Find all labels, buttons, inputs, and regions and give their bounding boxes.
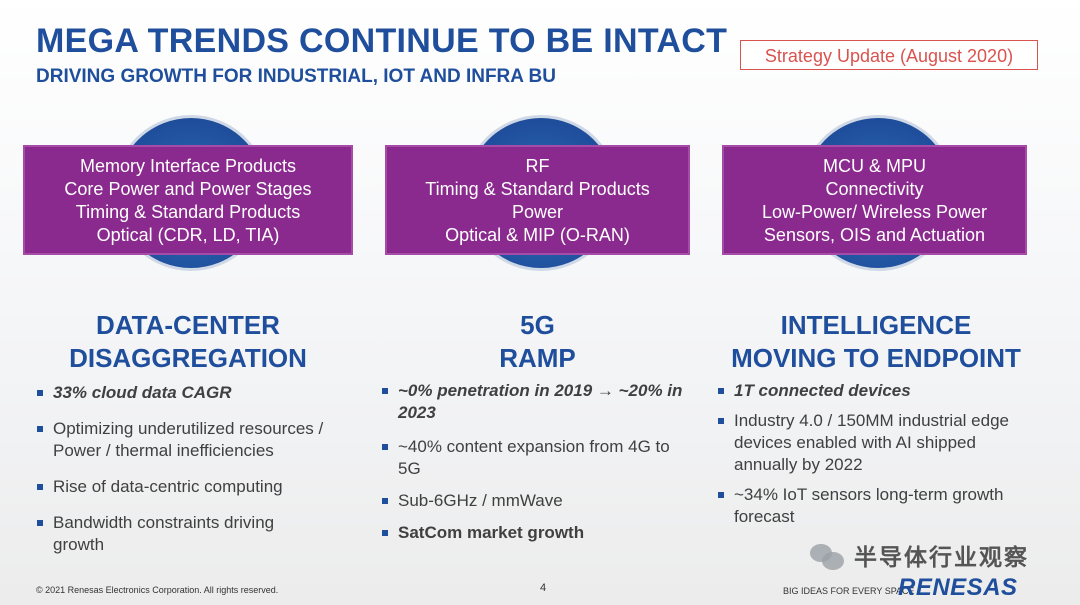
product-item: RF xyxy=(525,156,550,176)
product-box: MCU & MPU Connectivity Low-Power/ Wirele… xyxy=(722,145,1027,255)
trend-heading: DATA-CENTER DISAGGREGATION xyxy=(23,309,353,375)
product-box: Memory Interface Products Core Power and… xyxy=(23,145,353,255)
watermark: 半导体行业观察 xyxy=(810,538,1050,572)
product-item: Timing & Standard Products xyxy=(75,202,301,222)
trend-heading-line: DISAGGREGATION xyxy=(69,343,307,373)
trend-heading: 5G RAMP xyxy=(385,309,690,375)
renesas-logo: RENESAS xyxy=(898,574,1018,601)
bullet-list: 1T connected devices Industry 4.0 / 150M… xyxy=(716,380,1036,528)
trend-heading-line: RAMP xyxy=(499,343,576,373)
product-box: RF Timing & Standard Products Power Opti… xyxy=(385,145,690,255)
bullet-list: 33% cloud data CAGR Optimizing underutil… xyxy=(35,382,365,556)
strategy-badge: Strategy Update (August 2020) xyxy=(740,40,1038,70)
bullet-item: ~40% content expansion from 4G to 5G xyxy=(380,436,690,480)
product-item: Memory Interface Products xyxy=(79,156,297,176)
tagline: BIG IDEAS FOR EVERY SPACE xyxy=(783,586,915,596)
trend-heading-line: MOVING TO ENDPOINT xyxy=(731,343,1021,373)
product-item: Sensors, OIS and Actuation xyxy=(763,225,986,245)
bullet-item: SatCom market growth xyxy=(380,522,690,544)
bullet-item: Industry 4.0 / 150MM industrial edge dev… xyxy=(716,410,1036,476)
bullet-item: ~0% penetration in 2019 → ~20% in 2023 xyxy=(380,380,688,424)
bullet-item: Sub-6GHz / mmWave xyxy=(380,490,690,512)
bullet-item: Rise of data-centric computing xyxy=(35,476,365,498)
trend-heading-line: 5G xyxy=(520,310,555,340)
trend-heading-line: INTELLIGENCE xyxy=(780,310,972,340)
bullet-item: ~34% IoT sensors long-term growth foreca… xyxy=(716,484,1036,528)
page-subtitle: DRIVING GROWTH FOR INDUSTRIAL, IOT AND I… xyxy=(36,66,557,87)
product-item: Optical (CDR, LD, TIA) xyxy=(96,225,280,245)
product-item: Optical & MIP (O-RAN) xyxy=(445,225,630,245)
bullet-list: ~0% penetration in 2019 → ~20% in 2023 ~… xyxy=(380,380,690,544)
product-item: Power xyxy=(511,202,564,222)
copyright: © 2021 Renesas Electronics Corporation. … xyxy=(36,585,279,595)
product-item: Low-Power/ Wireless Power xyxy=(761,202,988,222)
bullet-item: Optimizing underutilized resources / Pow… xyxy=(35,418,365,462)
page-number: 4 xyxy=(540,582,547,594)
page-title: MEGA TRENDS CONTINUE TO BE INTACT xyxy=(36,22,728,60)
trend-heading: INTELLIGENCE MOVING TO ENDPOINT xyxy=(716,309,1036,375)
bullet-item: Bandwidth constraints driving growth xyxy=(35,512,313,556)
bullet-item: 33% cloud data CAGR xyxy=(35,382,365,404)
watermark-text: 半导体行业观察 xyxy=(854,544,1029,570)
trend-heading-line: DATA-CENTER xyxy=(96,310,280,340)
bullet-item: 1T connected devices xyxy=(716,380,1036,402)
product-item: Core Power and Power Stages xyxy=(64,179,312,199)
wechat-icon xyxy=(810,540,846,570)
product-item: Timing & Standard Products xyxy=(425,179,650,199)
product-item: MCU & MPU xyxy=(823,156,926,176)
product-item: Connectivity xyxy=(825,179,924,199)
